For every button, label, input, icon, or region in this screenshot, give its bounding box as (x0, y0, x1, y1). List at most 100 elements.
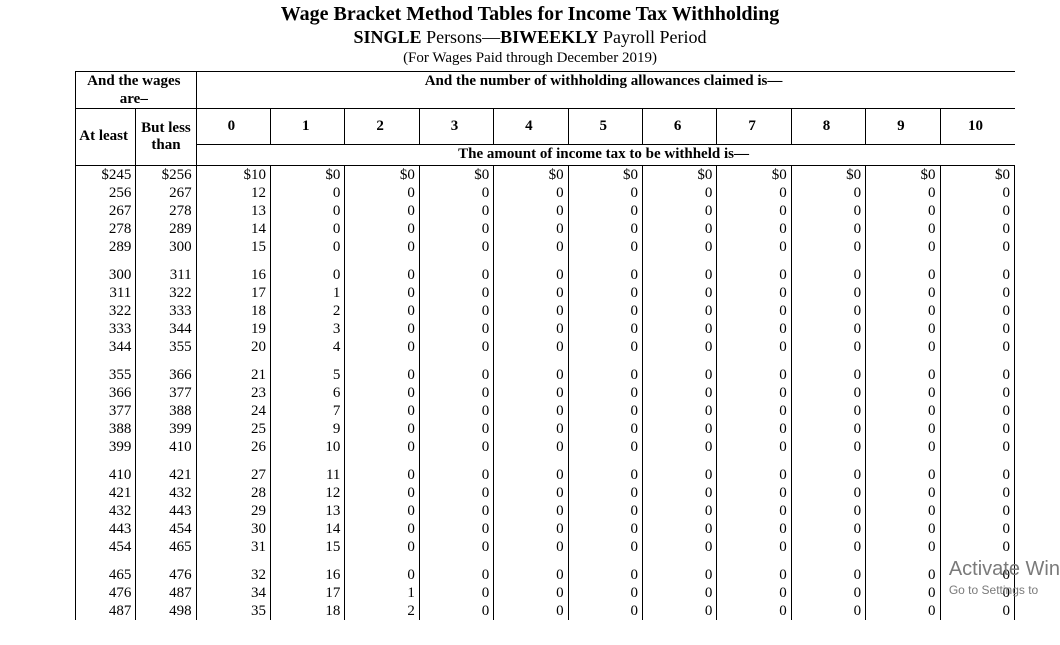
cell-withheld: 0 (419, 238, 493, 256)
cell-withheld: 14 (271, 520, 345, 538)
cell-at-least: 454 (76, 538, 136, 556)
cell-withheld: 0 (791, 366, 865, 384)
tax-table: And the wages are– And the number of wit… (75, 71, 1015, 620)
cell-withheld: 0 (568, 484, 642, 502)
cell-withheld: 0 (717, 302, 791, 320)
cell-withheld: 0 (866, 366, 940, 384)
cell-withheld: 0 (717, 438, 791, 456)
cell-withheld: 0 (345, 184, 419, 202)
cell-withheld: 0 (345, 538, 419, 556)
cell-but-less-than: 421 (136, 466, 196, 484)
table-row: 3994102610000000000 (76, 438, 1015, 456)
cell-at-least: 289 (76, 238, 136, 256)
cell-withheld: 0 (345, 238, 419, 256)
cell-withheld: 0 (494, 366, 568, 384)
cell-withheld: 0 (717, 484, 791, 502)
cell-withheld: 0 (940, 384, 1014, 402)
cell-withheld: 34 (196, 584, 270, 602)
cell-withheld: 0 (419, 338, 493, 356)
cell-but-less-than: 344 (136, 320, 196, 338)
cell-withheld: 2 (271, 302, 345, 320)
cell-withheld: 0 (940, 466, 1014, 484)
cell-withheld: 0 (940, 238, 1014, 256)
cell-but-less-than: 366 (136, 366, 196, 384)
cell-at-least: $245 (76, 165, 136, 184)
hdr-withheld: The amount of income tax to be withheld … (196, 145, 1014, 165)
cell-withheld: 0 (494, 584, 568, 602)
hdr-allow-6: 6 (642, 108, 716, 145)
cell-withheld: 0 (642, 338, 716, 356)
title-bold-1: SINGLE (354, 27, 422, 47)
cell-withheld: 18 (196, 302, 270, 320)
cell-withheld: 0 (940, 566, 1014, 584)
cell-withheld: 0 (866, 602, 940, 620)
cell-withheld: 0 (419, 402, 493, 420)
cell-withheld: 0 (494, 238, 568, 256)
cell-withheld: 27 (196, 466, 270, 484)
cell-withheld: 0 (791, 466, 865, 484)
table-head: And the wages are– And the number of wit… (76, 71, 1015, 165)
tax-table-wrap: And the wages are– And the number of wit… (75, 71, 1015, 620)
cell-withheld: 0 (494, 384, 568, 402)
cell-withheld: 0 (494, 420, 568, 438)
cell-withheld: 30 (196, 520, 270, 538)
cell-withheld: 0 (791, 302, 865, 320)
cell-withheld: 10 (271, 438, 345, 456)
cell-withheld: $10 (196, 165, 270, 184)
cell-at-least: 421 (76, 484, 136, 502)
cell-withheld: 0 (642, 302, 716, 320)
hdr-allow-8: 8 (791, 108, 865, 145)
cell-at-least: 300 (76, 266, 136, 284)
cell-withheld: 0 (419, 520, 493, 538)
cell-withheld: 0 (568, 420, 642, 438)
cell-withheld: 12 (196, 184, 270, 202)
cell-withheld: 0 (791, 584, 865, 602)
cell-at-least: 487 (76, 602, 136, 620)
title-line-2: SINGLE Persons—BIWEEKLY Payroll Period (0, 26, 1060, 49)
cell-but-less-than: $256 (136, 165, 196, 184)
cell-withheld: 0 (940, 538, 1014, 556)
table-row: 388399259000000000 (76, 420, 1015, 438)
cell-but-less-than: 388 (136, 402, 196, 420)
hdr-allow-4: 4 (494, 108, 568, 145)
cell-withheld: 0 (866, 420, 940, 438)
cell-withheld: 0 (345, 284, 419, 302)
cell-withheld: 0 (791, 184, 865, 202)
table-row: 311322171000000000 (76, 284, 1015, 302)
cell-withheld: 0 (866, 184, 940, 202)
hdr-at-least: At least (76, 108, 136, 165)
cell-withheld: 0 (866, 566, 940, 584)
cell-withheld: 0 (642, 538, 716, 556)
cell-withheld: 0 (717, 602, 791, 620)
cell-withheld: 0 (345, 266, 419, 284)
cell-withheld: 0 (791, 284, 865, 302)
cell-withheld: 21 (196, 366, 270, 384)
cell-but-less-than: 498 (136, 602, 196, 620)
cell-withheld: 0 (866, 484, 940, 502)
cell-but-less-than: 465 (136, 538, 196, 556)
cell-withheld: 0 (494, 338, 568, 356)
cell-at-least: 476 (76, 584, 136, 602)
cell-withheld: 0 (642, 202, 716, 220)
cell-withheld: 0 (494, 320, 568, 338)
title-suffix: Payroll Period (598, 27, 706, 47)
cell-withheld: 0 (940, 502, 1014, 520)
cell-withheld: 0 (345, 302, 419, 320)
cell-withheld: 0 (419, 202, 493, 220)
table-row: 4764873417100000000 (76, 584, 1015, 602)
cell-withheld: 0 (419, 602, 493, 620)
cell-withheld: 0 (866, 384, 940, 402)
cell-withheld: 0 (866, 502, 940, 520)
cell-withheld: 0 (642, 220, 716, 238)
title-bold-2: BIWEEKLY (500, 27, 598, 47)
cell-but-less-than: 267 (136, 184, 196, 202)
cell-withheld: $0 (419, 165, 493, 184)
cell-withheld: 0 (494, 566, 568, 584)
cell-withheld: 0 (642, 402, 716, 420)
cell-withheld: 0 (345, 502, 419, 520)
table-row: 322333182000000000 (76, 302, 1015, 320)
cell-withheld: 0 (642, 466, 716, 484)
cell-withheld: 0 (419, 220, 493, 238)
cell-withheld: 31 (196, 538, 270, 556)
cell-withheld: 0 (642, 566, 716, 584)
